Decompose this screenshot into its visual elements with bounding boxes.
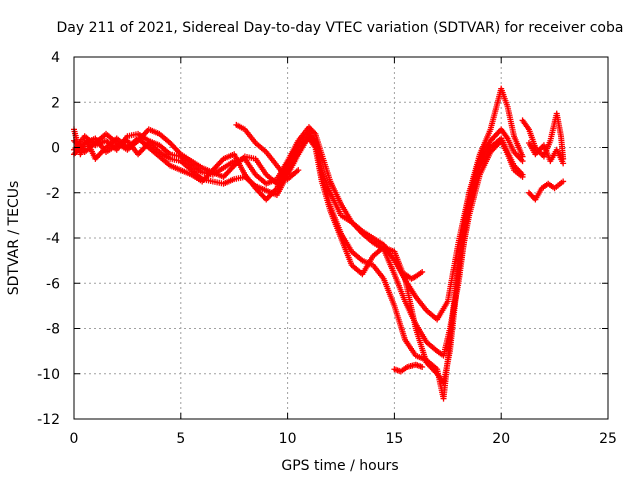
x-tick-label: 25 (599, 431, 617, 447)
y-tick-label: -10 (37, 367, 60, 383)
y-axis-label: SDTVAR / TECUs (6, 181, 22, 296)
x-axis-label: GPS time / hours (281, 458, 398, 474)
data-point (295, 167, 302, 174)
x-tick-label: 20 (492, 431, 510, 447)
data-point (560, 178, 567, 185)
data-point (419, 363, 426, 370)
series-trace-9 (525, 139, 567, 167)
data-series (71, 85, 567, 402)
data-point (419, 268, 426, 275)
y-tick-label: -4 (46, 231, 60, 247)
y-tick-label: -6 (46, 276, 60, 292)
y-tick-label: 4 (51, 50, 60, 66)
x-tick-label: 0 (70, 431, 79, 447)
series-trace-10 (525, 178, 567, 203)
y-tick-label: -12 (37, 412, 60, 428)
y-tick-label: -8 (46, 322, 60, 338)
data-point (560, 160, 567, 167)
y-tick-label: 0 (51, 141, 60, 157)
series-trace-6 (391, 361, 426, 375)
x-tick-label: 5 (176, 431, 185, 447)
data-point (519, 153, 526, 160)
series-trace-8 (519, 110, 567, 162)
y-tick-label: 2 (51, 95, 60, 111)
x-tick-label: 15 (385, 431, 403, 447)
chart-title: Day 211 of 2021, Sidereal Day-to-day VTE… (57, 20, 624, 36)
x-tick-label: 10 (279, 431, 297, 447)
data-point (519, 173, 526, 180)
series-trace-4 (71, 85, 526, 402)
series-trace-7 (402, 268, 426, 282)
axes: 0 5 10 15 20 25 -12 -10 -8 -6 -4 -2 0 2 4 (37, 50, 617, 447)
y-tick-label: -2 (46, 186, 60, 202)
series-trace-5 (233, 121, 302, 183)
